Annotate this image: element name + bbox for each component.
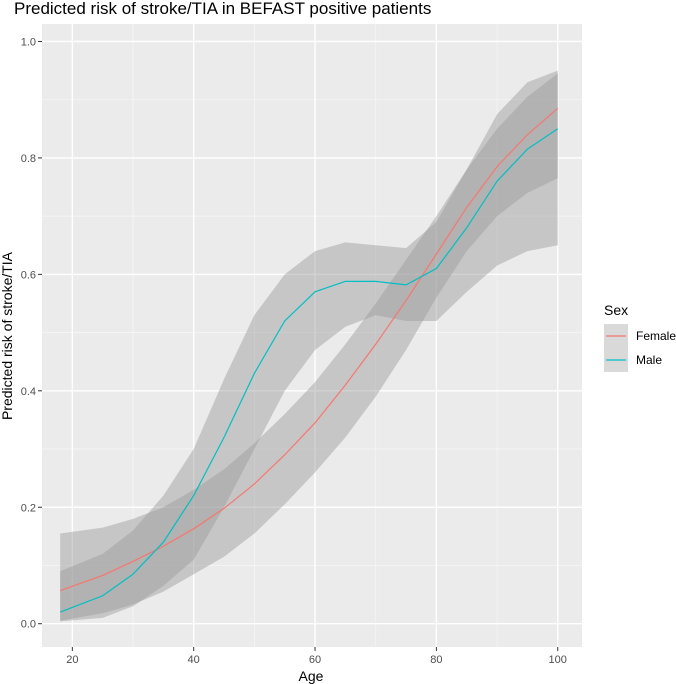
x-tick-label: 40: [188, 654, 200, 666]
ribbon-male: [60, 70, 558, 622]
legend-label: Female: [636, 329, 676, 343]
y-axis-ticks: 0.0 0.2 0.4 0.6 0.8 1.0: [21, 36, 42, 631]
series-lines: [59, 107, 559, 613]
minor-gridlines: [42, 24, 582, 647]
legend-item-female: Female: [604, 324, 676, 348]
y-tick-label: 0.0: [21, 619, 36, 631]
legend-item-male: Male: [604, 348, 662, 372]
ribbon-female: [60, 73, 558, 621]
line-female: [60, 107, 559, 592]
y-tick-label: 0.6: [21, 269, 36, 281]
x-tick-label: 20: [66, 654, 78, 666]
y-tick-label: 0.8: [21, 153, 36, 165]
legend: Sex Female Male: [604, 302, 676, 372]
x-tick-label: 60: [309, 654, 321, 666]
x-tick-label: 100: [549, 654, 567, 666]
y-tick-label: 0.2: [21, 502, 36, 514]
chart-title: Predicted risk of stroke/TIA in BEFAST p…: [14, 0, 431, 18]
x-axis-ticks: 20 40 60 80 100: [66, 647, 567, 666]
y-tick-label: 0.4: [21, 386, 36, 398]
line-male: [59, 128, 559, 613]
x-axis-title: Age: [299, 668, 324, 684]
legend-title: Sex: [604, 302, 628, 318]
y-axis-title: Predicted risk of stroke/TIA: [0, 251, 15, 420]
legend-items: Female Male: [604, 324, 676, 372]
legend-label: Male: [636, 353, 662, 367]
x-tick-label: 80: [430, 654, 442, 666]
major-gridlines: [42, 24, 582, 647]
y-tick-label: 1.0: [21, 36, 36, 48]
confidence-ribbons: [60, 70, 558, 622]
plot-panel: [42, 24, 582, 647]
